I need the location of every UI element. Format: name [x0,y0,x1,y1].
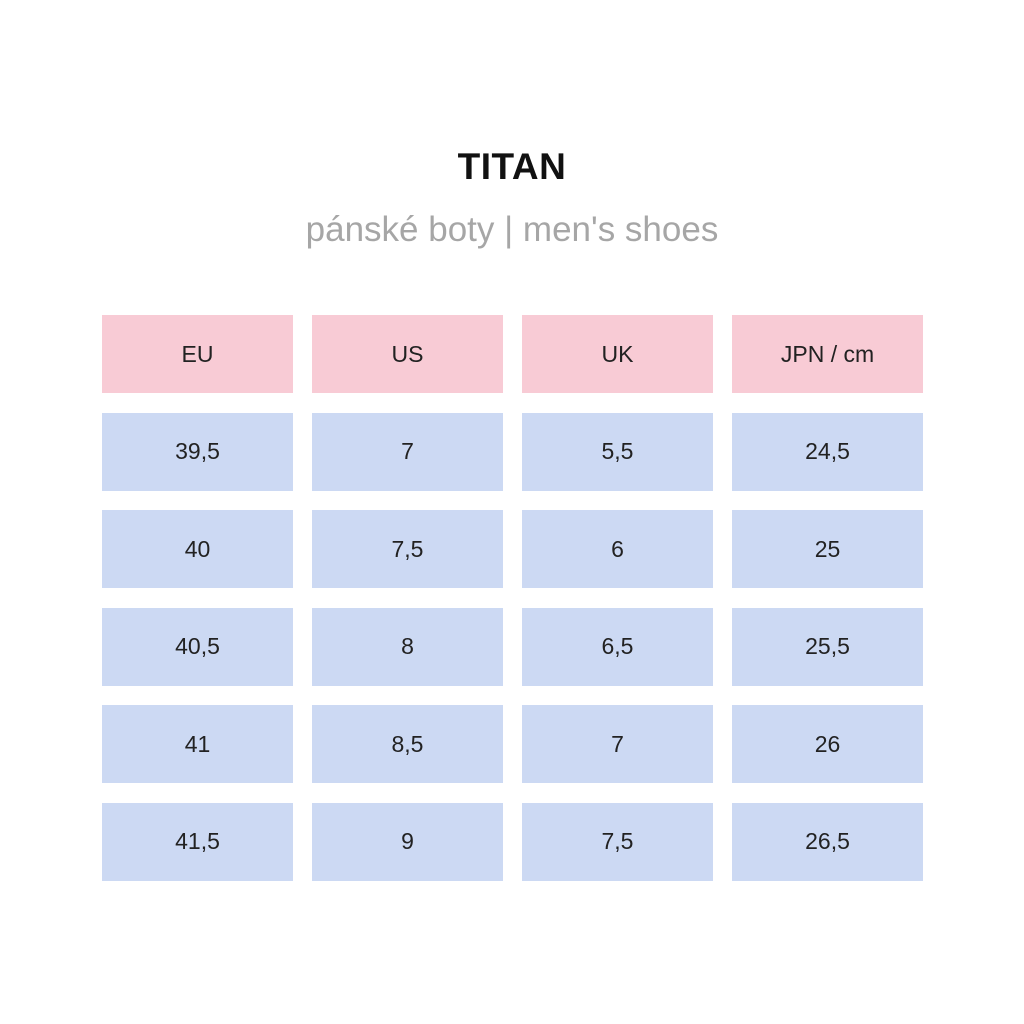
size-chart-table: EU US UK JPN / cm 39,5 7 5,5 24,5 40 7,5… [102,315,923,881]
table-cell-us: 8,5 [312,705,503,783]
table-cell-us: 9 [312,802,503,881]
table-cell-us: 8 [312,607,503,686]
table-cell-eu: 41 [102,705,293,783]
table-cell-eu: 40,5 [102,607,293,686]
page-subtitle: pánské boty | men's shoes [305,210,719,249]
table-cell-jpn-cm: 25,5 [732,607,923,686]
header-cell-us: US [312,315,503,393]
table-cell-uk: 6 [522,510,713,588]
table-cell-us: 7,5 [312,510,503,588]
table-cell-uk: 7,5 [522,802,713,881]
header-cell-uk: UK [522,315,713,393]
header-cell-eu: EU [102,315,293,393]
table-cell-uk: 7 [522,705,713,783]
table-cell-us: 7 [312,412,503,491]
table-cell-eu: 39,5 [102,412,293,491]
table-cell-jpn-cm: 26 [732,705,923,783]
table-cell-uk: 5,5 [522,412,713,491]
table-cell-eu: 41,5 [102,802,293,881]
table-cell-eu: 40 [102,510,293,588]
table-cell-jpn-cm: 25 [732,510,923,588]
header-cell-jpn-cm: JPN / cm [732,315,923,393]
table-cell-uk: 6,5 [522,607,713,686]
page-title: TITAN [457,146,567,187]
table-cell-jpn-cm: 26,5 [732,802,923,881]
table-cell-jpn-cm: 24,5 [732,412,923,491]
